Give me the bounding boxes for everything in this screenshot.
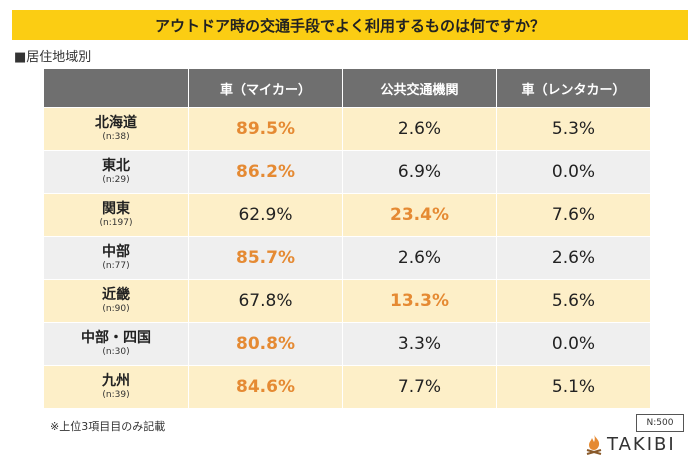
flame-icon [586,434,602,455]
value-cell: 5.6% [496,279,651,323]
region-name: 中部・四国 [81,330,151,346]
value-cell: 23.4% [342,193,497,237]
value-cell: 2.6% [342,236,497,280]
region-name: 関東 [102,201,130,217]
value-cell: 7.6% [496,193,651,237]
region-name: 北海道 [95,115,137,131]
takibi-logo: TAKIBI [585,433,676,455]
header-rental-car: 車（レンタカー） [496,68,651,108]
region-sample-count: (n:90) [102,304,130,314]
data-table: 車（マイカー） 公共交通機関 車（レンタカー） 北海道 (n:38) 89.5% 2.… [43,68,651,409]
value-cell: 13.3% [342,279,497,323]
region-sample-count: (n:38) [102,132,130,142]
value-cell: 67.8% [188,279,343,323]
value-cell: 89.5% [188,107,343,151]
region-cell: 関東 (n:197) [43,193,189,237]
region-cell: 中部・四国 (n:30) [43,322,189,366]
region-cell: 東北 (n:29) [43,150,189,194]
region-name: 近畿 [102,287,130,303]
region-cell: 九州 (n:39) [43,365,189,409]
value-cell: 7.7% [342,365,497,409]
value-cell: 0.0% [496,150,651,194]
value-cell: 2.6% [342,107,497,151]
value-cell: 5.3% [496,107,651,151]
table-row: 九州 (n:39) 84.6% 7.7% 5.1% [43,365,651,409]
table-row: 中部 (n:77) 85.7% 2.6% 2.6% [43,236,651,280]
section-label: ■居住地域別 [14,50,92,65]
table-row: 北海道 (n:38) 89.5% 2.6% 5.3% [43,107,651,151]
header-public-transport: 公共交通機関 [342,68,497,108]
value-cell: 6.9% [342,150,497,194]
table-row: 関東 (n:197) 62.9% 23.4% 7.6% [43,193,651,237]
region-sample-count: (n:29) [102,175,130,185]
header-my-car: 車（マイカー） [188,68,343,108]
value-cell: 2.6% [496,236,651,280]
region-cell: 北海道 (n:38) [43,107,189,151]
value-cell: 62.9% [188,193,343,237]
value-cell: 0.0% [496,322,651,366]
region-sample-count: (n:77) [102,261,130,271]
region-sample-count: (n:39) [102,390,130,400]
title-bar: アウトドア時の交通手段でよく利用するものは何ですか？ [12,10,688,40]
value-cell: 86.2% [188,150,343,194]
region-sample-count: (n:197) [99,218,133,228]
page-title: アウトドア時の交通手段でよく利用するものは何ですか？ [154,16,545,35]
table-row: 中部・四国 (n:30) 80.8% 3.3% 0.0% [43,322,651,366]
logo-text: TAKIBI [607,433,676,455]
value-cell: 85.7% [188,236,343,280]
value-cell: 84.6% [188,365,343,409]
header-blank-cell [43,68,189,108]
region-cell: 近畿 (n:90) [43,279,189,323]
table-row: 東北 (n:29) 86.2% 6.9% 0.0% [43,150,651,194]
sample-size-badge: N:500 [636,414,684,432]
footnote: ※上位3項目目のみ記載 [50,420,166,433]
table-row: 近畿 (n:90) 67.8% 13.3% 5.6% [43,279,651,323]
region-name: 中部 [102,244,130,260]
region-cell: 中部 (n:77) [43,236,189,280]
value-cell: 3.3% [342,322,497,366]
region-sample-count: (n:30) [102,347,130,357]
header-row: 車（マイカー） 公共交通機関 車（レンタカー） [43,68,651,108]
region-name: 九州 [102,373,130,389]
value-cell: 5.1% [496,365,651,409]
value-cell: 80.8% [188,322,343,366]
region-name: 東北 [102,158,130,174]
